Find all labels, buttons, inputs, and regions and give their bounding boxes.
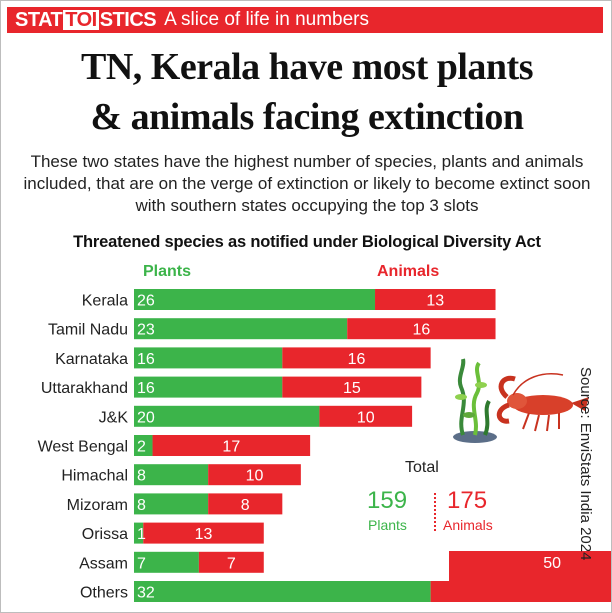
plants-value-himachal: 8 xyxy=(137,468,146,485)
animals-bar-others xyxy=(430,581,611,602)
category-label-assam: Assam xyxy=(79,555,128,572)
plants-bar-himachal xyxy=(134,464,209,486)
animals-value-tamil-nadu: 16 xyxy=(412,322,430,339)
category-label-uttarakhand: Uttarakhand xyxy=(41,380,128,397)
animals-bar-assam xyxy=(198,551,264,573)
animals-value-mizoram: 8 xyxy=(241,497,250,514)
plants-value-west-bengal: 2 xyxy=(137,439,146,456)
plants-value-karnataka: 16 xyxy=(137,351,155,368)
brand-left-text: STAT xyxy=(15,8,63,31)
crayfish-icon xyxy=(496,373,589,432)
plants-value-mizoram: 8 xyxy=(137,497,146,514)
animals-bar-tamil-nadu xyxy=(347,318,496,340)
animals-value-others: 50 xyxy=(543,555,561,572)
category-label-others: Others xyxy=(80,585,128,602)
category-label-west-bengal: West Bengal xyxy=(38,439,128,456)
brand-logo: STAT TOI STICS xyxy=(7,8,157,32)
headline-line-1: TN, Kerala have most plants xyxy=(81,46,534,88)
total-label: Total xyxy=(405,459,439,476)
animals-value-kerala: 13 xyxy=(426,293,444,310)
source-note: Source: EnviStats India 2024 xyxy=(577,367,594,561)
header-banner: STAT TOI STICS A slice of life in numbers xyxy=(7,7,603,33)
category-label-tamil-nadu: Tamil Nadu xyxy=(48,322,128,339)
animals-value-assam: 7 xyxy=(227,555,236,572)
animals-bar-west-bengal xyxy=(152,435,311,456)
headline-line-2: & animals facing extinction xyxy=(90,96,524,138)
animals-bar-orissa xyxy=(143,522,264,544)
total-plants-value: 159 xyxy=(367,487,408,514)
animals-value-karnataka: 16 xyxy=(348,351,366,368)
animals-bar-uttarakhand xyxy=(282,376,422,398)
category-label-himachal: Himachal xyxy=(61,468,128,485)
animals-bar-j-k xyxy=(319,405,413,427)
animals-bar-karnataka xyxy=(282,347,431,369)
animals-callout-others xyxy=(449,551,611,573)
category-label-kerala: Kerala xyxy=(82,293,128,310)
plants-bar-tamil-nadu xyxy=(134,318,348,340)
plants-value-others: 32 xyxy=(137,585,155,602)
animals-value-orissa: 13 xyxy=(195,526,213,543)
plants-bar-assam xyxy=(134,551,199,573)
plants-bar-mizoram xyxy=(134,493,209,515)
plants-value-tamil-nadu: 23 xyxy=(137,322,155,339)
total-animals-value: 175 xyxy=(447,487,488,514)
plants-value-uttarakhand: 16 xyxy=(137,380,155,397)
total-separator xyxy=(434,493,436,531)
animals-value-himachal: 10 xyxy=(246,468,264,485)
animals-bar-kerala xyxy=(375,289,496,310)
tagline: A slice of life in numbers xyxy=(164,9,369,30)
brand-mid-text: TOI xyxy=(63,9,99,31)
plants-bar-others xyxy=(134,581,431,602)
species-illustration xyxy=(453,358,589,443)
plants-value-kerala: 26 xyxy=(137,293,155,310)
plants-bar-karnataka xyxy=(134,347,283,369)
plants-bar-kerala xyxy=(134,289,376,310)
brand-right-text: STICS xyxy=(99,8,157,31)
animals-value-west-bengal: 17 xyxy=(222,439,240,456)
total-animals-label: Animals xyxy=(443,517,493,533)
legend-plants: Plants xyxy=(143,263,192,280)
plants-value-j-k: 20 xyxy=(137,409,155,426)
plants-bar-uttarakhand xyxy=(134,376,283,398)
plants-bar-j-k xyxy=(134,405,320,427)
plants-value-orissa: 1 xyxy=(137,526,146,543)
chart-title: Threatened species as notified under Bio… xyxy=(73,233,541,251)
category-label-mizoram: Mizoram xyxy=(67,497,128,514)
animals-callout-connector-others xyxy=(449,573,611,581)
plants-bar-west-bengal xyxy=(134,435,153,456)
plants-value-assam: 7 xyxy=(137,555,146,572)
category-label-orissa: Orissa xyxy=(82,526,128,543)
legend-animals: Animals xyxy=(377,263,440,280)
aquatic-plant-icon xyxy=(453,358,497,443)
subtitle: These two states have the highest number… xyxy=(23,152,591,215)
animals-bar-mizoram xyxy=(208,493,283,515)
animals-value-uttarakhand: 15 xyxy=(343,380,361,397)
plants-bar-orissa xyxy=(134,522,144,544)
total-plants-label: Plants xyxy=(368,517,407,533)
category-label-j-k: J&K xyxy=(99,409,129,426)
animals-bar-himachal xyxy=(208,464,301,486)
animals-value-j-k: 10 xyxy=(357,409,375,426)
category-label-karnataka: Karnataka xyxy=(55,351,128,368)
